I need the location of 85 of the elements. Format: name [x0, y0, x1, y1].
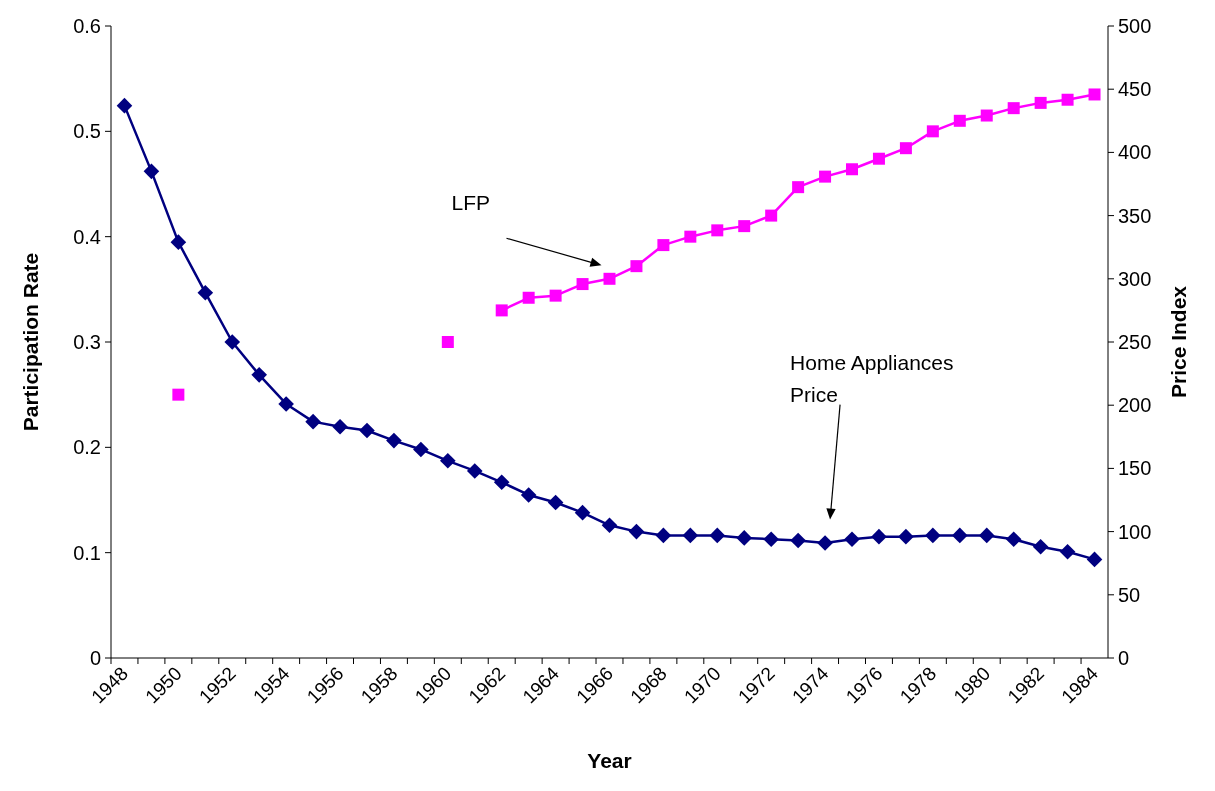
- point: [684, 230, 697, 243]
- point: [251, 367, 267, 383]
- y-tick-label: 0.4: [73, 225, 101, 248]
- point: [819, 170, 832, 183]
- y2-tick-label: 50: [1118, 583, 1141, 606]
- point: [1059, 544, 1076, 560]
- point: [549, 289, 562, 302]
- point: [197, 284, 214, 301]
- y-tick-label: 0.1: [73, 541, 101, 564]
- point: [601, 517, 618, 534]
- y2-tick-label: 450: [1118, 78, 1152, 101]
- point: [792, 181, 805, 194]
- point: [1005, 531, 1022, 547]
- point: [763, 531, 779, 547]
- point: [547, 494, 564, 511]
- point: [1032, 538, 1049, 555]
- point: [871, 528, 887, 545]
- point: [736, 530, 753, 546]
- point: [359, 422, 375, 439]
- point: [386, 432, 402, 449]
- point: [1007, 102, 1020, 115]
- y2-tick-label: 350: [1118, 204, 1152, 227]
- point: [1034, 96, 1047, 109]
- y2-tick-label: 300: [1118, 267, 1152, 290]
- point: [657, 239, 670, 252]
- point: [224, 334, 241, 350]
- point: [440, 453, 456, 469]
- point: [574, 504, 591, 521]
- point: [603, 272, 616, 285]
- point: [899, 142, 912, 155]
- annotation: LFP: [451, 191, 491, 215]
- point: [709, 527, 726, 544]
- point: [172, 388, 185, 401]
- point: [738, 220, 751, 233]
- point: [765, 209, 778, 222]
- point: [926, 125, 939, 138]
- point: [711, 224, 724, 237]
- y-axis-title: Participation Rate: [19, 252, 42, 432]
- y2-tick-label: 250: [1118, 331, 1152, 353]
- point: [898, 528, 914, 545]
- y-tick-label: 0: [89, 647, 101, 669]
- point: [844, 531, 860, 547]
- point: [628, 523, 645, 540]
- point: [817, 535, 833, 551]
- point: [872, 152, 885, 165]
- y2-axis-title: Price Index: [1167, 285, 1190, 399]
- point: [170, 234, 187, 250]
- y2-tick-label: 0: [1118, 647, 1130, 669]
- y2-tick-label: 100: [1118, 520, 1152, 543]
- point: [790, 532, 806, 549]
- point: [953, 114, 966, 127]
- point: [980, 109, 993, 122]
- point: [493, 474, 510, 491]
- y-tick-label: 0.5: [73, 120, 101, 143]
- y2-tick-label: 150: [1118, 457, 1152, 480]
- point: [1086, 551, 1103, 568]
- point: [441, 336, 454, 348]
- y2-tick-label: 200: [1118, 394, 1152, 417]
- point: [522, 291, 535, 304]
- y2-tick-label: 500: [1118, 15, 1152, 37]
- point: [116, 97, 133, 114]
- point: [978, 527, 995, 544]
- point: [332, 418, 348, 435]
- y2-tick-label: 400: [1118, 141, 1152, 164]
- point: [1061, 93, 1074, 106]
- point: [305, 413, 321, 430]
- point: [576, 278, 589, 291]
- y-tick-label: 0.3: [73, 331, 101, 353]
- x-axis-title: Year: [587, 749, 632, 772]
- point: [952, 527, 968, 544]
- point: [682, 527, 699, 544]
- point: [413, 441, 429, 458]
- point: [520, 487, 537, 503]
- y-tick-label: 0.2: [73, 436, 101, 459]
- point: [846, 163, 859, 176]
- point: [655, 527, 672, 544]
- annotation: Home Appliances Price: [790, 350, 954, 406]
- point: [495, 304, 508, 317]
- point: [143, 163, 160, 180]
- point: [466, 463, 483, 479]
- point: [630, 260, 643, 273]
- point: [925, 527, 941, 544]
- point: [1088, 88, 1101, 101]
- point: [278, 396, 294, 412]
- y-tick-label: 0.6: [73, 15, 101, 37]
